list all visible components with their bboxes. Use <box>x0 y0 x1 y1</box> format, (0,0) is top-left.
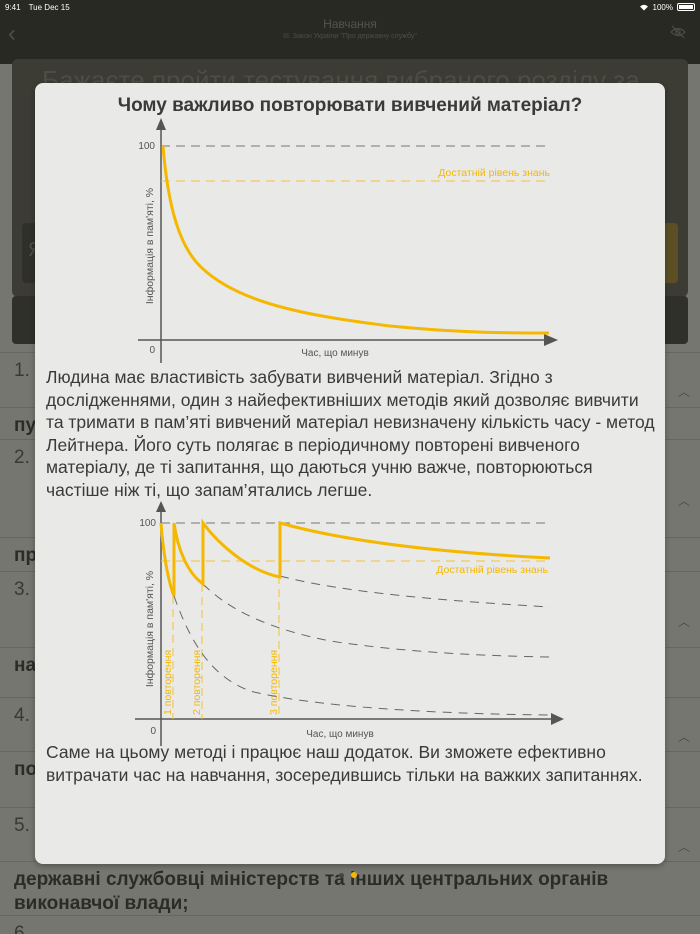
paragraph-leitner: Людина має властивість забувати вивчений… <box>46 367 655 500</box>
y-axis-label: Інформація в пам'яті, % <box>144 188 156 304</box>
y-tick-100: 100 <box>139 518 156 529</box>
decay-curve-3 <box>279 575 551 608</box>
page-dot-2[interactable] <box>351 872 357 878</box>
status-time: 9:41 <box>5 2 21 12</box>
y-axis-arrow-icon <box>156 118 166 130</box>
page-dot-1[interactable] <box>339 873 344 878</box>
sufficient-level-label: Достатній рівень знань <box>436 564 548 576</box>
repetition-curve-chart: Достатній рівень знань 100 0 Час, що мин… <box>135 501 564 746</box>
x-axis-label: Час, що минув <box>306 729 374 740</box>
repetition-2-label: 2 повторення <box>191 650 203 715</box>
decay-curve-2 <box>202 583 551 658</box>
y-tick-100: 100 <box>138 141 155 152</box>
repetition-1-label: 1 повторення <box>162 650 174 715</box>
paragraph-app: Саме на цьому методі і працює наш додато… <box>46 742 643 785</box>
decay-curve-1 <box>173 595 551 716</box>
modal-title: Чому важливо повторювати вивчений матері… <box>117 95 583 116</box>
y-tick-0: 0 <box>150 726 156 737</box>
battery-icon <box>677 3 695 11</box>
repetition-3-label: 3 повторення <box>268 650 280 715</box>
x-axis-arrow-icon <box>544 334 558 346</box>
forgetting-curve-line <box>161 145 550 335</box>
x-axis-arrow-icon <box>551 713 564 725</box>
forgetting-curve-chart: Достатній рівень знань 100 0 Час, що мин… <box>138 118 558 363</box>
x-axis-label: Час, що минув <box>301 348 369 359</box>
battery-percent: 100% <box>652 2 673 12</box>
y-axis-label: Інформація в пам'яті, % <box>144 571 156 687</box>
wifi-icon <box>639 4 648 11</box>
status-bar: 9:41 Tue Dec 15 100% <box>0 0 700 14</box>
page-indicator[interactable] <box>339 872 357 878</box>
status-date: Tue Dec 15 <box>28 2 70 12</box>
repetition-curve-line <box>159 518 551 597</box>
info-modal: Чому важливо повторювати вивчений матері… <box>35 83 665 864</box>
sufficient-level-label: Достатній рівень знань <box>438 167 550 179</box>
y-tick-0: 0 <box>149 345 155 356</box>
y-axis-arrow-icon <box>156 501 166 512</box>
